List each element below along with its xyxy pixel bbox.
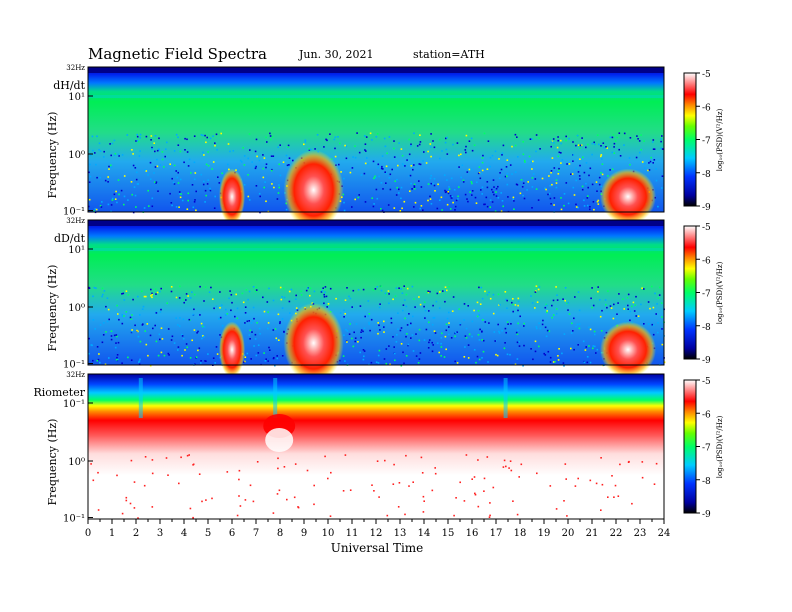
x-tick-label: 11 (346, 528, 359, 539)
riometer-disturbance (138, 378, 143, 418)
x-tick-label: 4 (181, 528, 187, 539)
red-burst (600, 321, 656, 378)
colorbar-tick-label: -7 (702, 444, 711, 454)
panel-1: dD/dt 32Hz 10¹ 10⁰ 10⁻¹ Frequency (Hz) -5 -6 -7 -… (46, 217, 724, 383)
colorbar-tick-label: -5 (702, 377, 711, 387)
x-axis: 0 1 2 3 4 5 6 7 8 9 10 11 12 13 14 15 16 17 18 19 20 21 22 23 24 (85, 519, 671, 539)
red-burst (219, 168, 245, 225)
riometer-disturbance (265, 428, 294, 452)
harmonic-line (88, 95, 664, 98)
panel-label: dD/dt (54, 232, 86, 245)
x-tick-label: 24 (658, 528, 671, 539)
colorbar-tick-label: -6 (702, 103, 711, 113)
x-tick-label: 15 (442, 528, 455, 539)
colorbar-tick-label: -9 (702, 510, 711, 520)
colorbar-tick-label: -9 (702, 203, 711, 213)
x-axis-label: Universal Time (331, 541, 424, 555)
riometer-disturbance (273, 378, 278, 418)
colorbar-tick-label: -6 (702, 410, 711, 420)
colorbar-tick-label: -8 (702, 323, 711, 333)
x-tick-label: 5 (205, 528, 211, 539)
spectrogram-background (88, 67, 664, 212)
x-tick-label: 1 (109, 528, 115, 539)
red-burst (283, 150, 344, 230)
x-tick-label: 18 (514, 528, 527, 539)
red-burst (600, 168, 656, 225)
panel-frame (87, 66, 665, 213)
x-tick-label: 14 (418, 528, 431, 539)
x-tick-label: 6 (229, 528, 235, 539)
colorbar-tick-label: -7 (702, 290, 711, 300)
x-tick-label: 2 (133, 528, 139, 539)
x-tick-label: 12 (370, 528, 383, 539)
colorbar (683, 72, 697, 207)
panel-2: Riometer 32Hz 10⁻¹ 10⁰ 10⁻¹ Frequency (Hz) -5 -… (33, 371, 724, 525)
date-label: Jun. 30, 2021 (298, 48, 374, 61)
panel-label: Riometer (33, 386, 85, 399)
colorbar-tick-label: -5 (702, 70, 711, 80)
x-tick-label: 17 (490, 528, 503, 539)
colorbar-tick-label: -6 (702, 256, 711, 266)
spectrogram-background (88, 374, 664, 519)
x-tick-label: 21 (586, 528, 599, 539)
x-tick-label: 13 (394, 528, 407, 539)
y-tick-label: 10⁰ (68, 457, 85, 468)
x-tick-label: 16 (466, 528, 479, 539)
spectrogram-noise (88, 285, 666, 367)
riometer-disturbance (503, 378, 508, 418)
panel-label: dH/dt (53, 79, 85, 92)
y-axis-label: Frequency (Hz) (46, 419, 59, 506)
colorbar (683, 379, 697, 514)
top-frequency-label: 32Hz (66, 64, 85, 72)
y-tick-label: 10⁻¹ (63, 360, 85, 371)
y-axis-label: Frequency (Hz) (46, 112, 59, 199)
panel-frame (87, 219, 665, 366)
x-tick-label: 0 (85, 528, 91, 539)
y-tick-label: 10⁻¹ (63, 514, 85, 525)
top-band (88, 220, 664, 226)
x-tick-label: 7 (253, 528, 259, 539)
colorbar-tick-label: -8 (702, 170, 711, 180)
top-band (88, 67, 664, 73)
top-frequency-label: 32Hz (66, 217, 85, 225)
x-tick-label: 3 (157, 528, 163, 539)
x-tick-label: 19 (538, 528, 551, 539)
panel-0: dH/dt 32Hz 10¹ 10⁰ 10⁻¹ Frequency (Hz) -5 -6 -7 -… (46, 64, 724, 230)
y-tick-label: 10⁰ (68, 303, 85, 314)
y-tick-label: 10⁰ (68, 150, 85, 161)
x-tick-label: 20 (562, 528, 575, 539)
colorbar (683, 225, 697, 360)
y-tick-label: 10⁻¹ (63, 399, 85, 410)
colorbar-label: log₁₀(PSD)(V²/Hz) (716, 261, 724, 324)
red-burst (283, 303, 344, 383)
figure-title: Magnetic Field Spectra (88, 45, 267, 63)
colorbar-label: log₁₀(PSD)(V²/Hz) (716, 415, 724, 478)
x-tick-label: 9 (301, 528, 307, 539)
red-burst (219, 321, 245, 378)
y-tick-label: 10¹ (68, 245, 85, 256)
y-axis-label: Frequency (Hz) (46, 265, 59, 352)
x-tick-label: 22 (610, 528, 623, 539)
spectrogram-background (88, 220, 664, 365)
colorbar-tick-label: -5 (702, 223, 711, 233)
x-tick-label: 8 (277, 528, 283, 539)
station-label: station=ATH (413, 48, 485, 61)
colorbar-tick-label: -8 (702, 477, 711, 487)
x-tick-label: 23 (634, 528, 647, 539)
y-tick-label: 10¹ (68, 92, 85, 103)
colorbar-label: log₁₀(PSD)(V²/Hz) (716, 108, 724, 171)
top-frequency-label: 32Hz (66, 371, 85, 379)
harmonic-line (88, 248, 664, 251)
colorbar-tick-label: -7 (702, 137, 711, 147)
colorbar-tick-label: -9 (702, 356, 711, 366)
spectrogram-noise (90, 454, 658, 519)
x-tick-label: 10 (322, 528, 335, 539)
y-tick-label: 10⁻¹ (63, 207, 85, 218)
panels-group: dH/dt 32Hz 10¹ 10⁰ 10⁻¹ Frequency (Hz) -5 -6 -7 -… (33, 64, 724, 525)
